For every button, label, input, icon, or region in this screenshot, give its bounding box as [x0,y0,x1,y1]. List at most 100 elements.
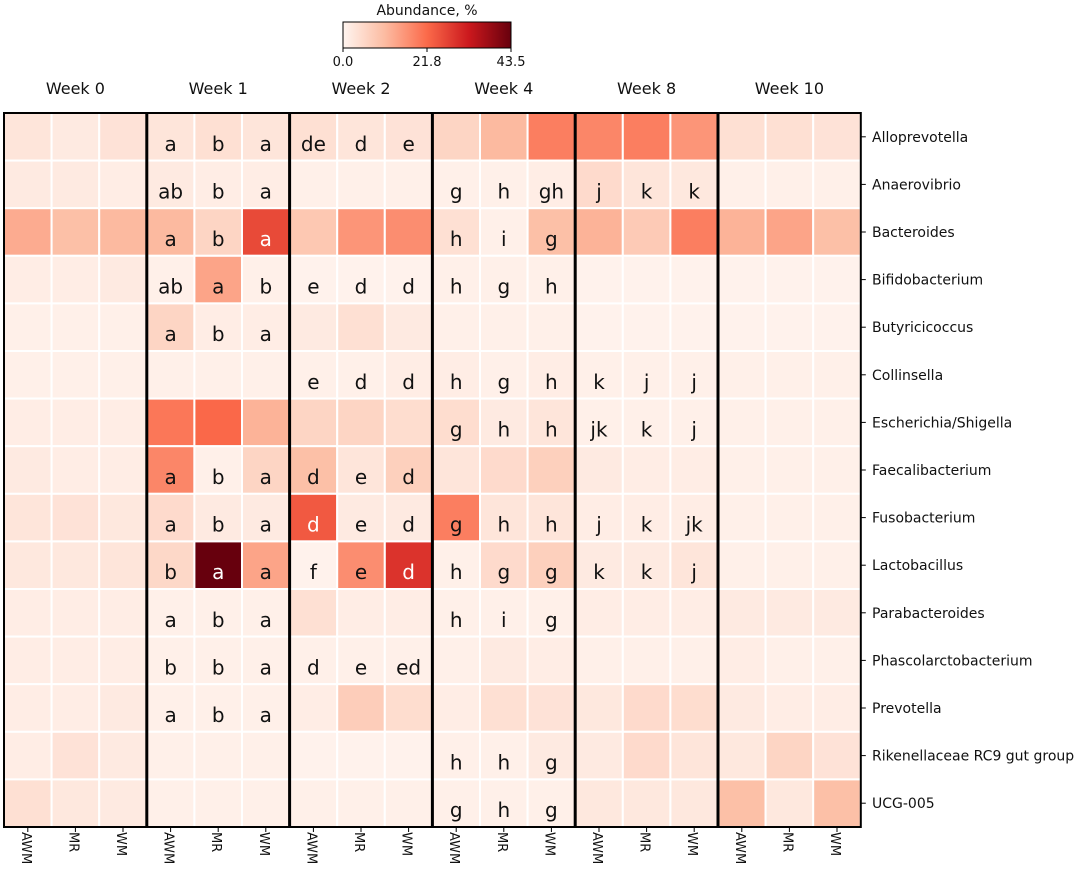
heatmap-cell [526,730,577,781]
heatmap-cell [812,635,862,686]
significance-letter: b [212,465,225,489]
heatmap-cell [669,635,720,686]
heatmap-cell [98,588,148,638]
heatmap-cell [669,778,720,829]
heatmap-cell [193,635,243,686]
significance-letter: a [212,560,224,584]
heatmap-cell [98,445,148,495]
heatmap-cell [288,207,339,257]
week-labels: Week 0 Week 1 Week 2 Week 4 Week 8 Week 10 [46,79,824,98]
heatmap-cell [336,588,386,638]
significance-letter: a [260,179,272,203]
significance-letter: d [402,275,415,299]
heatmap-cell [145,730,196,781]
significance-letter: k [641,179,653,203]
significance-letter: h [545,513,558,537]
significance-letter: jk [685,513,704,537]
significance-letter: j [690,560,697,584]
heatmap-cell [431,635,481,686]
heatmap-cell [669,445,720,495]
significance-letter: a [260,608,272,632]
heatmap-cell [764,445,815,495]
significance-letter: d [402,370,415,394]
heatmap-cell [3,159,53,210]
heatmap-cell [479,778,529,829]
significance-letter: h [497,751,510,775]
column-label: AWM [303,832,318,864]
significance-letter: g [545,560,558,584]
heatmap-cell [50,778,101,829]
heatmap-cell [717,778,767,829]
heatmap-cell [764,159,815,210]
significance-letter: g [450,798,463,822]
heatmap-cell [764,112,815,162]
significance-letter: h [545,417,558,441]
column-label: AWM [446,832,461,864]
significance-letter: i [501,227,507,251]
heatmap-cell [383,302,434,352]
heatmap-cell [431,254,481,305]
column-label: AWM [732,832,747,864]
significance-letter: f [310,560,318,584]
heatmap-cell [3,302,53,352]
heatmap-cell [288,683,339,733]
heatmap-cell [336,207,386,257]
heatmap-cell [3,492,53,543]
significance-letter: k [641,417,653,441]
week-label: Week 2 [331,79,390,98]
heatmap-cell [336,540,386,591]
significance-letter: a [260,132,272,156]
column-label: MR [494,832,509,852]
heatmap-cell [574,588,624,638]
heatmap-cell [383,397,434,448]
heatmap-cell [145,540,196,591]
significance-letter: b [212,322,225,346]
heatmap-cell [717,730,767,781]
significance-letter: ab [158,179,183,203]
significance-letter: j [595,513,602,537]
heatmap-cell [383,207,434,257]
heatmap-cell [717,445,767,495]
heatmap-cell [764,730,815,781]
heatmap-cell [574,254,624,305]
column-label: MR [351,832,366,852]
heatmap-cell [812,492,862,543]
heatmap-cell [288,492,339,543]
heatmap-cell [3,778,53,829]
colorbar-tick-label: 21.8 [413,55,442,70]
column-label: MR [637,832,652,852]
heatmap-cell [193,254,243,305]
heatmap-cell [50,445,101,495]
significance-letter: ab [158,275,183,299]
heatmap-cell [3,635,53,686]
heatmap-cell [50,540,101,591]
heatmap-cell [526,540,577,591]
row-label: Bacteroides [872,225,955,241]
significance-letter: b [212,513,225,537]
heatmap-cell [812,350,862,400]
heatmap-cell [717,397,767,448]
significance-letter: h [497,798,510,822]
significance-letter: g [545,227,558,251]
significance-letter: g [497,370,510,394]
heatmap-cell [98,207,148,257]
significance-letter: d [402,560,415,584]
significance-letter: a [260,513,272,537]
significance-letter: de [301,132,326,156]
significance-letter: g [450,179,463,203]
heatmap-cell [50,635,101,686]
colorbar-tick-label: 0.0 [333,55,354,70]
column-label: WM [541,832,556,856]
heatmap-cell [812,112,862,162]
heatmap-cell [717,159,767,210]
row-label: Anaerovibrio [872,177,961,193]
heatmap-cell [383,683,434,733]
heatmap-cell [98,397,148,448]
heatmap-cell [336,778,386,829]
significance-letter: b [212,132,225,156]
heatmap-cell [241,350,291,400]
row-label: Bifidobacterium [872,273,983,289]
heatmap-cell [621,492,672,543]
heatmap-cell [288,588,339,638]
